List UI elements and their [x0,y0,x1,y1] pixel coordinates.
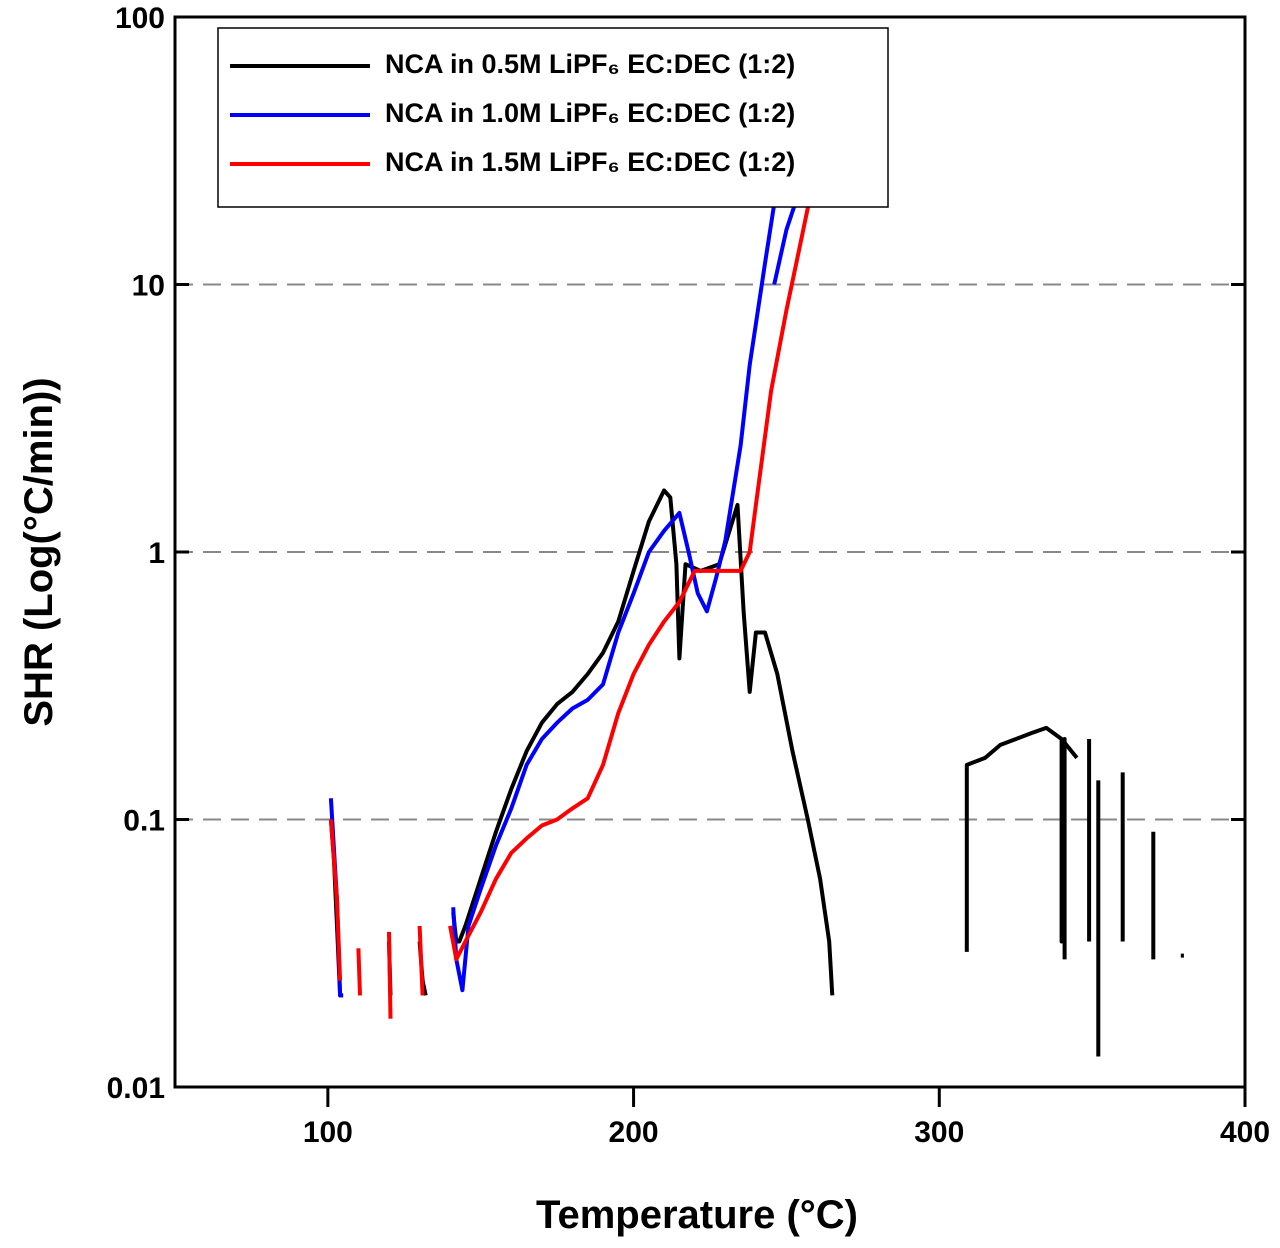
x-tick-label: 200 [609,1116,659,1149]
series-line [328,192,813,1019]
y-tick-label: 0.01 [107,1072,165,1105]
y-tick-label: 100 [115,2,165,35]
x-axis-title: Temperature (°C) [536,1193,858,1237]
y-axis-title: SHR (Log(°C/min)) [17,377,61,726]
legend-label: NCA in 1.5M LiPF₆ EC:DEC (1:2) [385,147,795,177]
y-tick-label: 0.1 [123,805,165,838]
grid [175,283,1245,821]
x-tick-label: 400 [1220,1116,1270,1149]
ticks: 0.01 0.1 1 10 100 100 200 300 400 [107,2,1270,1149]
legend: NCA in 0.5M LiPF₆ EC:DEC (1:2) NCA in 1.0… [217,27,889,208]
series-line [328,156,801,998]
legend-box [217,27,889,208]
y-tick-label: 1 [148,537,165,570]
legend-label: NCA in 1.0M LiPF₆ EC:DEC (1:2) [385,98,795,128]
y-tick-label: 10 [132,270,165,303]
legend-label: NCA in 0.5M LiPF₆ EC:DEC (1:2) [385,49,795,79]
x-tick-label: 300 [914,1116,964,1149]
lines [328,156,1184,1057]
x-tick-label: 100 [303,1116,353,1149]
